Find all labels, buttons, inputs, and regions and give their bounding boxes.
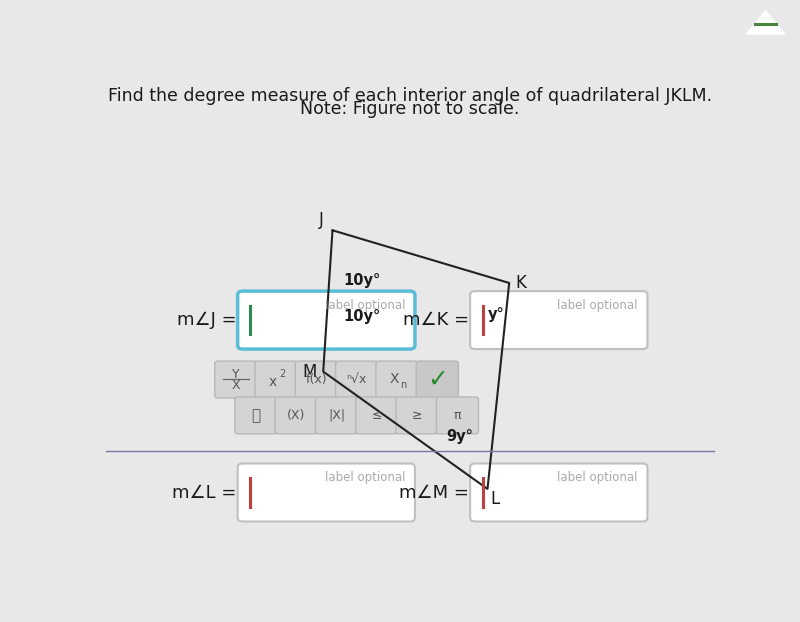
FancyBboxPatch shape bbox=[416, 361, 458, 398]
Text: ✓: ✓ bbox=[426, 368, 448, 391]
Text: ≤: ≤ bbox=[371, 409, 382, 422]
Text: Find the degree measure of each interior angle of quadrilateral JKLM.: Find the degree measure of each interior… bbox=[108, 86, 712, 104]
Text: |X|: |X| bbox=[328, 409, 345, 422]
Text: ≥: ≥ bbox=[412, 409, 422, 422]
Text: (X): (X) bbox=[287, 409, 306, 422]
Text: x: x bbox=[268, 375, 277, 389]
FancyBboxPatch shape bbox=[214, 361, 257, 398]
Text: M: M bbox=[302, 363, 317, 381]
FancyBboxPatch shape bbox=[255, 361, 297, 398]
Text: f(x): f(x) bbox=[306, 373, 327, 386]
FancyBboxPatch shape bbox=[356, 397, 398, 434]
Text: label optional: label optional bbox=[557, 471, 638, 484]
Text: X: X bbox=[389, 371, 398, 386]
FancyBboxPatch shape bbox=[336, 361, 378, 398]
Text: 2: 2 bbox=[279, 369, 286, 379]
Text: L: L bbox=[490, 491, 499, 508]
Text: m∠M =: m∠M = bbox=[399, 483, 469, 501]
FancyBboxPatch shape bbox=[238, 463, 415, 521]
Text: m∠L =: m∠L = bbox=[172, 483, 237, 501]
Text: J: J bbox=[319, 211, 324, 229]
FancyBboxPatch shape bbox=[436, 397, 478, 434]
Text: X: X bbox=[231, 379, 240, 392]
FancyBboxPatch shape bbox=[470, 463, 647, 521]
FancyBboxPatch shape bbox=[315, 397, 358, 434]
Text: 10y°: 10y° bbox=[343, 309, 380, 324]
Text: π: π bbox=[454, 409, 461, 422]
Text: m∠K =: m∠K = bbox=[402, 311, 469, 329]
FancyBboxPatch shape bbox=[295, 361, 338, 398]
Text: m∠J =: m∠J = bbox=[177, 311, 237, 329]
Text: label optional: label optional bbox=[325, 471, 405, 484]
FancyBboxPatch shape bbox=[238, 291, 415, 349]
Text: 10y°: 10y° bbox=[343, 273, 380, 288]
Text: 🗑: 🗑 bbox=[251, 408, 261, 423]
Text: label optional: label optional bbox=[557, 299, 638, 312]
Polygon shape bbox=[746, 11, 785, 34]
Text: Y: Y bbox=[232, 368, 239, 381]
FancyBboxPatch shape bbox=[275, 397, 318, 434]
Text: 9y°: 9y° bbox=[446, 429, 473, 443]
FancyBboxPatch shape bbox=[235, 397, 277, 434]
Text: n: n bbox=[400, 380, 406, 390]
Text: label optional: label optional bbox=[325, 299, 405, 312]
Text: K: K bbox=[515, 274, 526, 292]
FancyBboxPatch shape bbox=[470, 291, 647, 349]
Text: y°: y° bbox=[487, 307, 504, 322]
FancyBboxPatch shape bbox=[376, 361, 418, 398]
Text: ⁿ√x: ⁿ√x bbox=[346, 373, 367, 386]
FancyBboxPatch shape bbox=[396, 397, 438, 434]
Text: Note: Figure not to scale.: Note: Figure not to scale. bbox=[300, 100, 520, 118]
